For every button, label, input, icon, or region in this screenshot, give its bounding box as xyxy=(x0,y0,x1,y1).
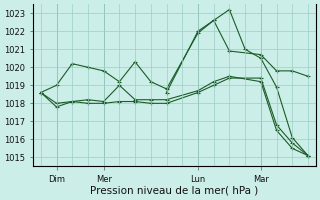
X-axis label: Pression niveau de la mer( hPa ): Pression niveau de la mer( hPa ) xyxy=(90,186,259,196)
